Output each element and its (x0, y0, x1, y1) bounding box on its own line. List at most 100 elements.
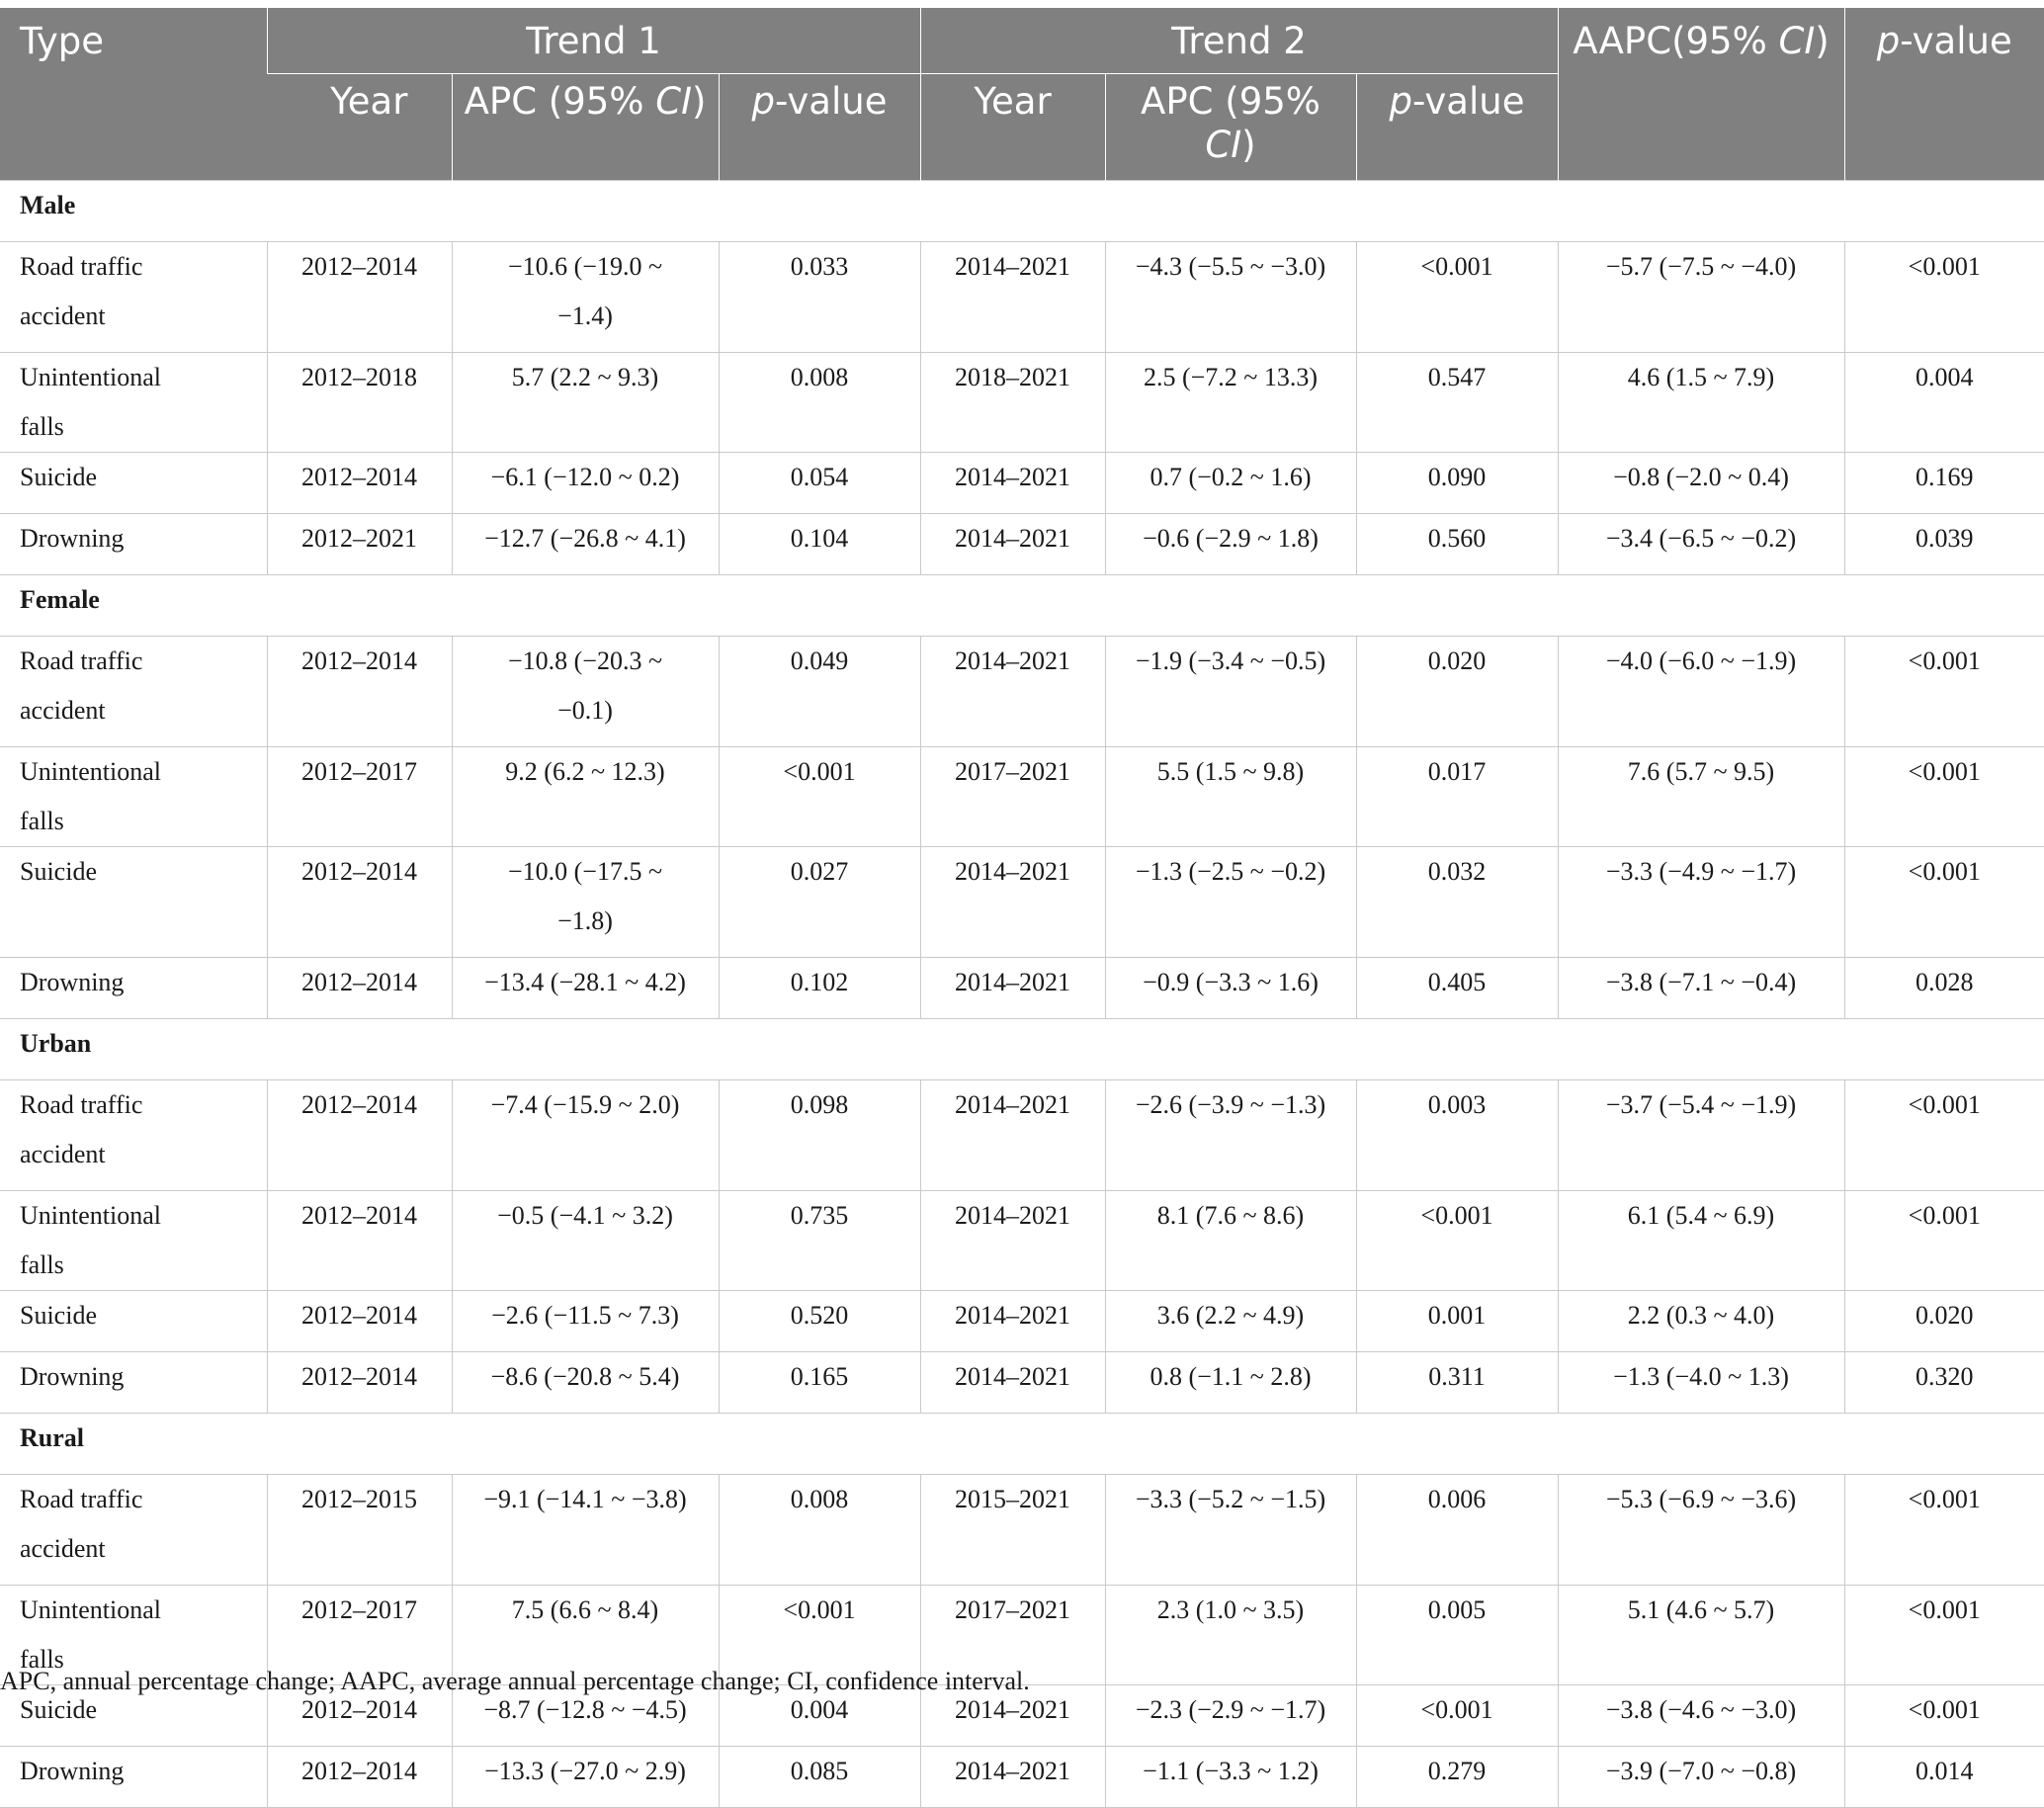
header-p-value: p-value (1843, 8, 2044, 180)
cell-t1-p-value: 0.085 (718, 1745, 921, 1808)
cell-type: Drowning (0, 1350, 268, 1414)
cell-t2-year: 2014–2021 (919, 635, 1106, 747)
cell-t2-p-value: <0.001 (1355, 240, 1559, 353)
cell-t2-p-value: 0.020 (1355, 635, 1559, 747)
cell-t2-p-value: 0.547 (1355, 351, 1559, 453)
group-row: Female (0, 573, 2044, 637)
cell-t1-apc: −10.0 (−17.5 ~ −1.8) (451, 845, 720, 958)
cell-t2-apc: −4.3 (−5.5 ~ −3.0) (1104, 240, 1357, 353)
cell-t2-year: 2014–2021 (919, 1189, 1106, 1291)
cell-aapc: −3.8 (−4.6 ~ −3.0) (1557, 1683, 1845, 1747)
cell-type: Suicide (0, 451, 268, 514)
cell-p-value: <0.001 (1843, 1473, 2044, 1586)
cell-t1-p-value: 0.104 (718, 512, 921, 575)
cell-t2-apc: 8.1 (7.6 ~ 8.6) (1104, 1189, 1357, 1291)
cell-t1-year: 2012–2015 (266, 1473, 453, 1586)
cell-t2-year: 2014–2021 (919, 1078, 1106, 1191)
cell-t1-p-value: 0.008 (718, 351, 921, 453)
header-trend-1: Trend 1 (266, 8, 920, 74)
cell-t2-apc: 0.7 (−0.2 ~ 1.6) (1104, 451, 1357, 514)
cell-t2-year: 2015–2021 (919, 1473, 1106, 1586)
table-row: Unintentional falls 2012–2018 5.7 (2.2 ~ 9… (0, 351, 2044, 453)
table-footnote: APC, annual percentage change; AAPC, ave… (0, 1667, 1030, 1695)
cell-p-value: <0.001 (1843, 1683, 2044, 1747)
group-label: Female (0, 573, 2044, 637)
trend-table: Type Trend 1 Trend 2 AAPC(95% CI) p-valu… (0, 8, 2044, 1808)
cell-t1-year: 2012–2014 (266, 956, 453, 1019)
cell-aapc: −3.4 (−6.5 ~ −0.2) (1557, 512, 1845, 575)
cell-t1-p-value: 0.165 (718, 1350, 921, 1414)
cell-p-value: <0.001 (1843, 1189, 2044, 1291)
cell-t2-year: 2014–2021 (919, 1289, 1106, 1352)
table-header: Type Trend 1 Trend 2 AAPC(95% CI) p-valu… (0, 8, 2044, 180)
cell-t2-year: 2014–2021 (919, 1745, 1106, 1808)
cell-t1-apc: 5.7 (2.2 ~ 9.3) (451, 351, 720, 453)
header-t1-p-value: p-value (718, 73, 920, 180)
cell-p-value: 0.320 (1843, 1350, 2044, 1414)
cell-p-value: <0.001 (1843, 1078, 2044, 1191)
cell-t1-p-value: 0.098 (718, 1078, 921, 1191)
cell-aapc: 7.6 (5.7 ~ 9.5) (1557, 745, 1845, 847)
cell-p-value: 0.004 (1843, 351, 2044, 453)
cell-t1-p-value: 0.049 (718, 635, 921, 747)
cell-t1-year: 2012–2014 (266, 1350, 453, 1414)
cell-t2-apc: −2.3 (−2.9 ~ −1.7) (1104, 1683, 1357, 1747)
cell-aapc: 5.1 (4.6 ~ 5.7) (1557, 1584, 1845, 1685)
cell-aapc: −3.7 (−5.4 ~ −1.9) (1557, 1078, 1845, 1191)
cell-t1-year: 2012–2014 (266, 1189, 453, 1291)
cell-t2-year: 2014–2021 (919, 956, 1106, 1019)
cell-t2-apc: −2.6 (−3.9 ~ −1.3) (1104, 1078, 1357, 1191)
table-row: Drowning 2012–2021 −12.7 (−26.8 ~ 4.1) 0.10… (0, 512, 2044, 575)
cell-t1-year: 2012–2014 (266, 451, 453, 514)
cell-t1-apc: −13.4 (−28.1 ~ 4.2) (451, 956, 720, 1019)
cell-t2-apc: −1.9 (−3.4 ~ −0.5) (1104, 635, 1357, 747)
cell-t2-year: 2018–2021 (919, 351, 1106, 453)
cell-type: Suicide (0, 845, 268, 958)
cell-t2-year: 2017–2021 (919, 1584, 1106, 1685)
cell-t1-year: 2012–2014 (266, 1078, 453, 1191)
cell-type: Road traffic accident (0, 240, 268, 353)
group-label: Rural (0, 1412, 2044, 1475)
cell-t1-p-value: 0.054 (718, 451, 921, 514)
cell-t2-p-value: 0.279 (1355, 1745, 1559, 1808)
cell-type: Road traffic accident (0, 1078, 268, 1191)
table-row: Drowning 2012–2014 −13.4 (−28.1 ~ 4.2) 0.10… (0, 956, 2044, 1019)
cell-type: Drowning (0, 956, 268, 1019)
cell-t2-p-value: 0.017 (1355, 745, 1559, 847)
cell-aapc: −0.8 (−2.0 ~ 0.4) (1557, 451, 1845, 514)
cell-t2-p-value: <0.001 (1355, 1189, 1559, 1291)
cell-t2-year: 2014–2021 (919, 1350, 1106, 1414)
header-t2-apc: APC (95% CI) (1104, 73, 1356, 180)
table-row: Road traffic accident 2012–2014 −7.4 (−15.… (0, 1078, 2044, 1191)
cell-p-value: 0.020 (1843, 1289, 2044, 1352)
cell-t2-apc: −1.3 (−2.5 ~ −0.2) (1104, 845, 1357, 958)
cell-t2-year: 2014–2021 (919, 240, 1106, 353)
cell-t1-p-value: 0.008 (718, 1473, 921, 1586)
group-row: Urban (0, 1017, 2044, 1080)
cell-t1-apc: −10.6 (−19.0 ~ −1.4) (451, 240, 720, 353)
table-row: Suicide 2012–2014 −6.1 (−12.0 ~ 0.2) 0.054 2… (0, 451, 2044, 514)
cell-t2-apc: 5.5 (1.5 ~ 9.8) (1104, 745, 1357, 847)
table-row: Unintentional falls 2012–2017 7.5 (6.6 ~ 8… (0, 1584, 2044, 1685)
table-row: Unintentional falls 2012–2017 9.2 (6.2 ~ 1… (0, 745, 2044, 847)
cell-t1-p-value: 0.033 (718, 240, 921, 353)
cell-t1-apc: −12.7 (−26.8 ~ 4.1) (451, 512, 720, 575)
table-row: Unintentional falls 2012–2014 −0.5 (−4.1 ~… (0, 1189, 2044, 1291)
table-row: Suicide 2012–2014 −10.0 (−17.5 ~ −1.8) 0.02… (0, 845, 2044, 958)
cell-p-value: <0.001 (1843, 1584, 2044, 1685)
cell-t2-p-value: 0.032 (1355, 845, 1559, 958)
cell-type: Unintentional falls (0, 1189, 268, 1291)
cell-type: Drowning (0, 1745, 268, 1808)
cell-t1-apc: −9.1 (−14.1 ~ −3.8) (451, 1473, 720, 1586)
header-t2-year: Year (919, 73, 1105, 180)
cell-t1-year: 2012–2021 (266, 512, 453, 575)
cell-t1-year: 2012–2017 (266, 1584, 453, 1685)
cell-t2-apc: −1.1 (−3.3 ~ 1.2) (1104, 1745, 1357, 1808)
cell-p-value: 0.028 (1843, 956, 2044, 1019)
cell-t2-year: 2017–2021 (919, 745, 1106, 847)
cell-t1-p-value: 0.520 (718, 1289, 921, 1352)
cell-t1-apc: −10.8 (−20.3 ~ −0.1) (451, 635, 720, 747)
cell-aapc: −1.3 (−4.0 ~ 1.3) (1557, 1350, 1845, 1414)
cell-type: Unintentional falls (0, 1584, 268, 1685)
cell-t2-p-value: <0.001 (1355, 1683, 1559, 1747)
